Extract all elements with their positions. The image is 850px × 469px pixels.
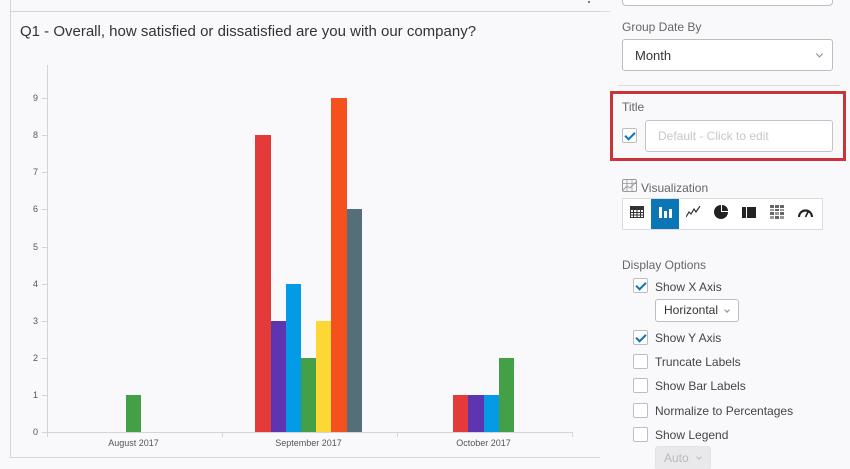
y-tick <box>42 320 47 322</box>
title-input[interactable]: Default - Click to edit <box>645 120 833 152</box>
x-tick-label: October 2017 <box>456 438 511 448</box>
viz-pie-button[interactable] <box>707 199 735 229</box>
y-tick-label: 8 <box>32 130 38 141</box>
bar[interactable] <box>468 394 484 432</box>
visualization-toolbar <box>622 198 823 230</box>
truncate-labels-label[interactable]: Truncate Labels <box>655 355 741 369</box>
previous-field[interactable] <box>622 0 833 6</box>
viz-line-button[interactable] <box>679 199 707 229</box>
x-tick <box>397 432 398 437</box>
y-tick <box>42 172 47 174</box>
heatmap-table-icon <box>770 204 784 224</box>
y-tick-label: 4 <box>32 278 38 289</box>
group-date-by-label: Group Date By <box>622 20 702 34</box>
y-tick-label: 6 <box>32 204 38 215</box>
visualization-label: Visualization <box>641 181 709 195</box>
y-tick <box>42 432 47 433</box>
show-y-axis-checkbox[interactable] <box>633 330 648 345</box>
x-tick-label: August 2017 <box>108 438 159 448</box>
x-tick <box>572 432 573 437</box>
chevron-down-icon <box>815 50 824 58</box>
chevron-down-icon <box>696 454 702 460</box>
bar-chart: 0 1 2 3 4 5 6 7 8 9 August 2017 September 2017 Octo… <box>32 65 573 448</box>
y-axis <box>47 65 48 433</box>
y-tick <box>42 98 47 100</box>
title-checkbox[interactable] <box>622 128 637 143</box>
x-axis-orientation-select[interactable]: Horizontal <box>655 299 739 322</box>
show-bar-labels-checkbox[interactable] <box>633 378 648 393</box>
divider <box>618 85 840 86</box>
title-label: Title <box>622 100 645 114</box>
breakdown-bar-icon <box>742 205 756 223</box>
group-date-by-value: Month <box>635 47 672 63</box>
bar[interactable] <box>285 283 302 432</box>
show-x-axis-label[interactable]: Show X Axis <box>655 280 722 294</box>
x-axis <box>47 432 573 433</box>
pie-chart-icon <box>714 204 728 224</box>
viz-heatmap-button[interactable] <box>763 199 791 229</box>
viz-table-button[interactable] <box>623 199 651 229</box>
x-tick <box>47 432 48 437</box>
y-tick-label: 0 <box>32 427 38 437</box>
bar[interactable] <box>498 357 515 432</box>
table-icon <box>630 205 644 223</box>
group-date-by-select[interactable]: Month <box>622 39 833 71</box>
chart-title: Q1 - Overall, how satisfied or dissatisf… <box>20 23 477 40</box>
show-bar-labels-label[interactable]: Show Bar Labels <box>655 379 746 393</box>
visualization-header: Visualization <box>622 179 708 197</box>
legend-position-value: Auto <box>664 451 689 465</box>
title-highlight-box <box>610 91 846 161</box>
show-x-axis-checkbox[interactable] <box>633 278 648 293</box>
bar[interactable] <box>346 209 362 432</box>
viz-breakdown-button[interactable] <box>735 199 763 229</box>
y-tick <box>42 246 47 248</box>
bar[interactable] <box>453 394 469 432</box>
chevron-down-icon <box>724 306 730 313</box>
y-tick <box>42 357 47 359</box>
resize-handle[interactable] <box>588 1 590 3</box>
y-tick-label: 5 <box>32 241 38 252</box>
normalize-percentages-label[interactable]: Normalize to Percentages <box>655 404 794 418</box>
truncate-labels-checkbox[interactable] <box>633 354 648 369</box>
x-tick-label: September 2017 <box>275 438 342 448</box>
bar[interactable] <box>125 394 142 432</box>
y-tick-label: 9 <box>32 93 38 104</box>
bar-chart-icon <box>658 205 672 223</box>
bar[interactable] <box>331 98 347 432</box>
divider <box>600 11 610 12</box>
visualization-icon <box>622 179 637 197</box>
bar[interactable] <box>316 320 332 432</box>
show-legend-label[interactable]: Show Legend <box>655 428 729 442</box>
viz-bar-button[interactable] <box>651 199 679 229</box>
normalize-percentages-checkbox[interactable] <box>633 403 648 418</box>
x-tick <box>222 432 223 437</box>
y-tick <box>42 135 47 137</box>
display-options-label: Display Options <box>622 258 707 272</box>
line-chart-icon <box>684 205 701 223</box>
y-tick-label: 1 <box>32 389 38 400</box>
bar[interactable] <box>270 320 286 432</box>
y-tick-label: 7 <box>32 167 38 178</box>
panel-top-divider <box>10 11 600 12</box>
y-tick <box>42 394 47 396</box>
show-legend-checkbox[interactable] <box>633 427 648 442</box>
x-axis-orientation-value: Horizontal <box>664 303 719 317</box>
viz-gauge-button[interactable] <box>791 199 819 229</box>
legend-position-select[interactable]: Auto <box>655 446 711 469</box>
y-tick <box>42 283 47 285</box>
bar[interactable] <box>300 357 317 432</box>
y-tick <box>42 209 47 211</box>
bar[interactable] <box>255 135 271 432</box>
bar[interactable] <box>483 394 499 432</box>
gauge-icon <box>797 205 813 223</box>
y-tick-label: 3 <box>32 315 38 326</box>
show-y-axis-label[interactable]: Show Y Axis <box>655 331 722 345</box>
y-tick-label: 2 <box>32 352 38 363</box>
